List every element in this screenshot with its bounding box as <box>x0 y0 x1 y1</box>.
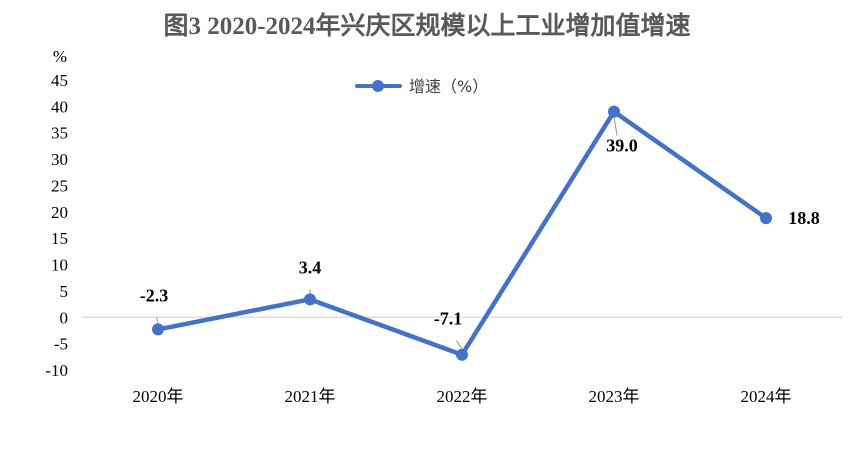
legend-series-label: 增速（%） <box>409 77 488 96</box>
data-label-leader-lines <box>155 117 618 350</box>
data-labels: -2.3 3.4 -7.1 39.0 18.8 <box>140 136 820 329</box>
data-label: 18.8 <box>788 208 820 228</box>
y-tick-label: 15 <box>51 229 68 248</box>
data-label: -7.1 <box>434 309 463 329</box>
legend: 增速（%） <box>355 77 488 96</box>
y-tick-label: 35 <box>51 124 68 143</box>
y-tick-label: 45 <box>51 71 68 90</box>
y-axis-tick-labels: -10 -5 0 5 10 15 20 25 30 35 40 45 <box>45 71 68 380</box>
x-axis-tick-labels: 2020年 2021年 2022年 2023年 2024年 <box>133 387 792 406</box>
data-label-leader-line <box>455 340 463 350</box>
legend-point-marker <box>372 80 384 92</box>
x-tick-label: 2024年 <box>741 387 792 406</box>
data-label-leader-line <box>155 317 159 324</box>
data-label-leader-line <box>613 117 618 136</box>
data-point <box>152 323 164 336</box>
y-tick-label: 5 <box>60 282 69 301</box>
data-point <box>608 105 620 118</box>
y-tick-label: 30 <box>51 150 68 169</box>
y-tick-label: 0 <box>60 308 69 327</box>
data-label: 3.4 <box>299 257 322 277</box>
x-tick-label: 2020年 <box>133 387 184 406</box>
data-points <box>152 105 772 361</box>
x-tick-label: 2021年 <box>285 387 336 406</box>
data-label: 39.0 <box>606 136 638 156</box>
data-point <box>456 348 468 361</box>
y-tick-label: 40 <box>51 97 68 116</box>
x-tick-label: 2022年 <box>437 387 488 406</box>
y-axis-unit-label: % <box>53 47 67 66</box>
x-tick-label: 2023年 <box>589 387 640 406</box>
y-tick-label: 20 <box>51 203 68 222</box>
data-point <box>304 293 316 306</box>
y-tick-label: 10 <box>51 256 68 275</box>
chart-title: 图3 2020-2024年兴庆区规模以上工业增加值增速 <box>163 11 690 40</box>
y-tick-label: 25 <box>51 176 68 195</box>
data-label: -2.3 <box>140 285 169 305</box>
data-point <box>760 212 772 225</box>
y-tick-label: -10 <box>45 361 68 380</box>
y-tick-label: -5 <box>54 335 68 354</box>
